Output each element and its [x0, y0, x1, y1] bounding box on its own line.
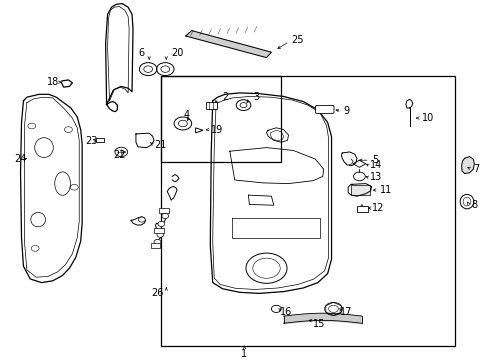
Text: 9: 9	[343, 106, 349, 116]
Circle shape	[138, 217, 145, 222]
Text: 4: 4	[183, 110, 189, 120]
Circle shape	[154, 239, 161, 244]
Text: 12: 12	[371, 203, 384, 213]
Text: 11: 11	[379, 185, 391, 195]
Bar	[154, 228, 163, 233]
Text: 2: 2	[222, 92, 228, 102]
Text: 6: 6	[138, 48, 144, 58]
Bar	[96, 138, 103, 142]
Text: 7: 7	[472, 164, 479, 174]
Text: 24: 24	[15, 154, 27, 164]
Circle shape	[157, 232, 163, 237]
Text: 8: 8	[470, 200, 476, 210]
Text: 19: 19	[211, 125, 223, 135]
Text: 13: 13	[369, 172, 381, 182]
Bar	[350, 185, 369, 195]
Text: 10: 10	[421, 113, 433, 123]
Text: 1: 1	[241, 348, 247, 359]
Text: 3: 3	[253, 92, 259, 102]
Text: 15: 15	[312, 319, 325, 329]
Text: 23: 23	[85, 136, 98, 146]
Text: 16: 16	[279, 307, 291, 318]
Bar	[206, 102, 217, 109]
Text: 17: 17	[339, 307, 351, 318]
Text: 22: 22	[113, 150, 126, 160]
Bar	[356, 206, 367, 212]
Bar	[161, 76, 281, 162]
Text: 25: 25	[290, 35, 303, 45]
FancyBboxPatch shape	[315, 105, 333, 113]
Text: 14: 14	[369, 160, 381, 170]
Text: 20: 20	[171, 48, 183, 58]
Circle shape	[158, 221, 164, 226]
Polygon shape	[185, 31, 271, 58]
Text: 18: 18	[46, 77, 59, 87]
Text: 21: 21	[154, 140, 166, 150]
Bar	[161, 76, 454, 346]
Circle shape	[162, 213, 168, 219]
Bar	[159, 208, 168, 213]
Polygon shape	[461, 157, 473, 174]
Text: 5: 5	[372, 155, 378, 165]
Bar	[150, 243, 160, 248]
Text: 26: 26	[151, 288, 163, 298]
